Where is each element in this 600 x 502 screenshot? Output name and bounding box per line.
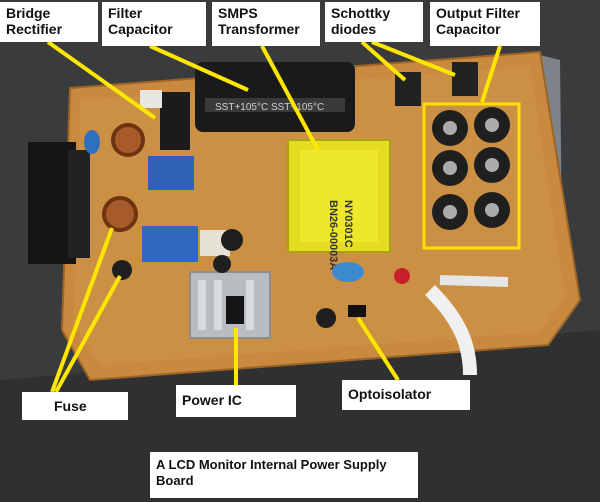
label-filter-capacitor: Filter Capacitor xyxy=(102,2,206,46)
output-cable xyxy=(425,285,477,376)
schottky-diode xyxy=(395,72,421,106)
label-optoisolator: Optoisolator xyxy=(342,380,470,410)
label-smps-transformer: SMPS Transformer xyxy=(212,2,320,46)
smps-transformer-component: BN26-00003A NY0301C xyxy=(287,139,391,270)
small-capacitor xyxy=(213,255,231,273)
transformer-marking-1: BN26-00003A xyxy=(327,200,339,270)
x-capacitor xyxy=(148,156,194,190)
blue-capacitor-small xyxy=(84,130,100,154)
x-capacitor xyxy=(142,226,198,262)
small-capacitor xyxy=(316,308,336,328)
output-filter-capacitors xyxy=(432,107,510,230)
label-bridge-rectifier: Bridge Rectifier xyxy=(0,2,98,42)
image-caption: A LCD Monitor Internal Power Supply Boar… xyxy=(150,452,418,498)
arrow-smps xyxy=(260,45,320,151)
annotation-arrows xyxy=(46,40,502,393)
toroid-inductor xyxy=(102,196,138,232)
optoisolator-chip xyxy=(348,305,366,317)
blue-ceramic-capacitor xyxy=(332,262,364,282)
arrow-bridge xyxy=(46,40,157,120)
label-output-filter-capacitor: Output Filter Capacitor xyxy=(430,2,540,46)
cable-harness xyxy=(439,275,509,287)
label-schottky-diodes: Schottky diodes xyxy=(325,2,423,42)
red-led xyxy=(394,268,410,284)
power-ic-heatsink xyxy=(189,271,271,339)
arrow-schottky-2 xyxy=(371,40,456,77)
capacitor-print: SST+105°C SST+105°C xyxy=(215,102,324,113)
power-ic-chip xyxy=(226,296,244,324)
white-connector xyxy=(140,90,162,108)
arrow-optoisolator xyxy=(356,316,400,382)
connector-housing xyxy=(68,150,90,258)
toroid-inductor xyxy=(111,123,145,157)
label-fuse: Fuse xyxy=(22,392,128,420)
fuse-component xyxy=(112,260,132,280)
small-capacitor xyxy=(221,229,243,251)
arrow-fuse-1 xyxy=(50,227,114,393)
bridge-rectifier-component xyxy=(160,92,190,150)
filter-capacitor-component: SST+105°C SST+105°C xyxy=(195,62,355,132)
label-power-ic: Power IC xyxy=(176,385,296,417)
arrow-fuse-2 xyxy=(54,275,122,393)
schottky-diode xyxy=(452,62,478,96)
arrow-output xyxy=(480,45,502,103)
output-capacitor-highlight-box xyxy=(422,102,521,250)
arrow-schottky-1 xyxy=(360,40,407,82)
transformer-marking-2: NY0301C xyxy=(342,200,354,248)
arrow-filter xyxy=(149,44,249,92)
